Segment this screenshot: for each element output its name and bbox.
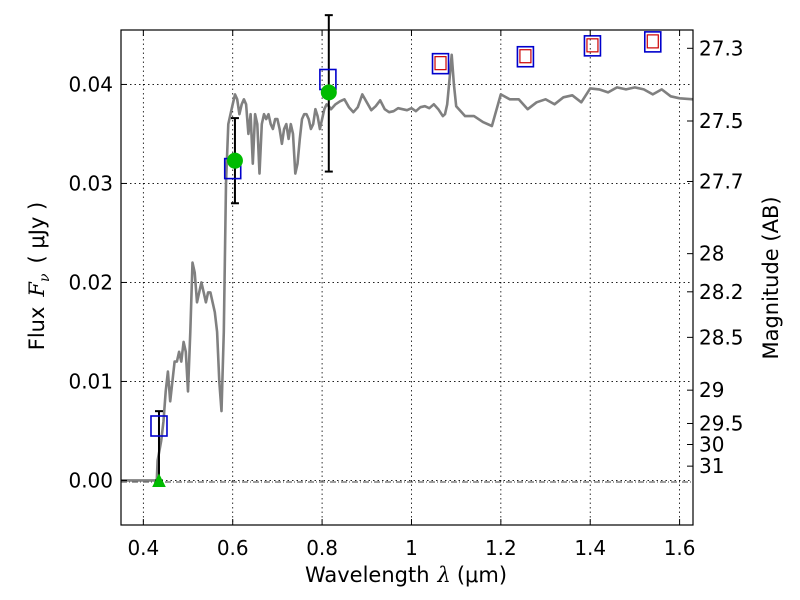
x-tick-label: 1.4: [574, 536, 606, 560]
observed-square-marker: [431, 52, 450, 75]
y-tick-label: 0.03: [68, 171, 113, 195]
observed-square-marker: [583, 35, 602, 57]
mag-tick-label: 27.3: [699, 36, 744, 60]
mag-tick-label: 29.5: [699, 411, 744, 435]
mag-tick-label: 28.2: [699, 280, 744, 304]
tick-layer: 0.4 0.6 0.8 1 1.2 1.4 1.6 0.00 0.01 0.02 0.03 0.04 2…: [68, 30, 744, 560]
errorbar-layer: [154, 14, 333, 482]
upper-limit-triangle-marker: [152, 473, 166, 487]
model-square-marker: [646, 34, 659, 49]
model-square-marker: [519, 49, 532, 64]
mag-tick-label: 27.7: [699, 169, 744, 193]
mag-tick-label: 31: [699, 454, 724, 478]
x-tick-label: 1.2: [485, 536, 517, 560]
x-axis-title: Wavelength λ (μm): [305, 563, 507, 587]
observed-square-marker: [516, 45, 535, 68]
plot-frame: [120, 29, 694, 526]
sed-model-line: [121, 53, 694, 482]
detection-circle-marker: [226, 152, 243, 169]
y-tick-label: 0.01: [68, 369, 113, 393]
grid-layer: [121, 30, 693, 525]
y2-axis-title: Magnitude (AB): [759, 196, 783, 359]
y-tick-label: 0.02: [68, 270, 113, 294]
mag-tick-label: 29: [699, 378, 724, 402]
y-tick-label: 0.00: [68, 468, 113, 492]
x-tick-label: 0.4: [127, 536, 159, 560]
observed-square-marker: [150, 415, 168, 437]
x-tick-label: 1.6: [664, 536, 696, 560]
x-tick-label: 0.8: [306, 536, 338, 560]
model-square-marker: [434, 56, 447, 71]
mag-tick-label: 27.5: [699, 109, 744, 133]
y-tick-label: 0.04: [68, 72, 113, 96]
model-square-marker: [586, 38, 599, 53]
x-tick-label: 1: [405, 536, 418, 560]
mag-tick-label: 28: [699, 242, 724, 266]
detection-circle-marker: [320, 84, 337, 101]
mag-tick-label: 28.5: [699, 325, 744, 349]
x-tick-label: 0.6: [217, 536, 249, 560]
y-axis-title: FluxFν( μJy ): [25, 202, 53, 350]
marker-layer: [150, 31, 662, 487]
mag-tick-label: 30: [699, 433, 724, 457]
observed-square-marker: [643, 31, 662, 53]
